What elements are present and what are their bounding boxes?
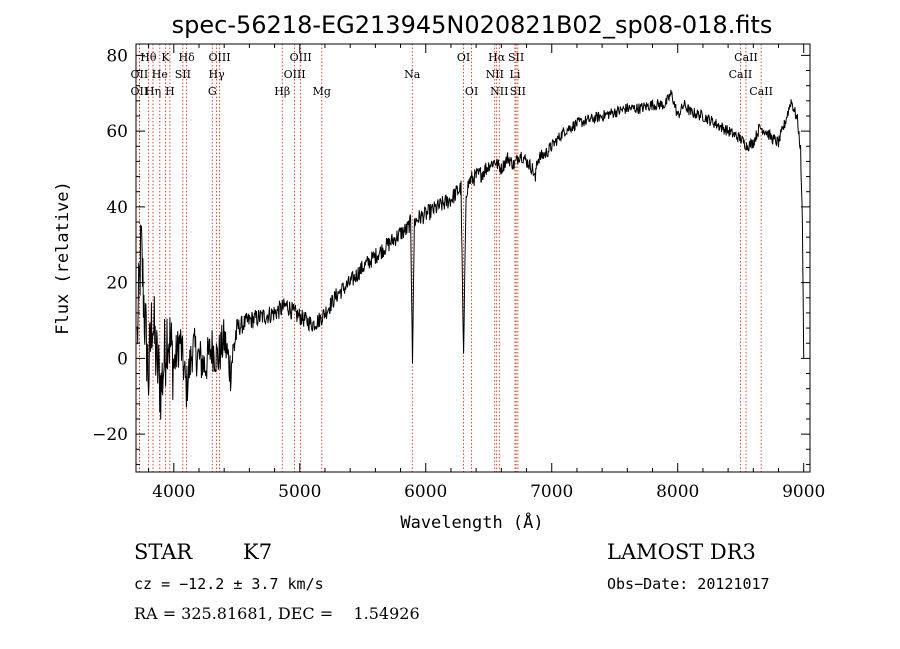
line-label-9: OIII xyxy=(208,51,230,64)
line-label-5: K xyxy=(161,51,170,64)
redshift-cz: cz = −12.2 ± 3.7 km/s xyxy=(134,575,324,593)
chart-title: spec-56218-EG213945N020821B02_sp08-018.f… xyxy=(172,11,773,39)
plot-frame xyxy=(135,43,811,473)
y-tick-label-0: −20 xyxy=(92,425,128,445)
y-axis-ticks: −20 0 20 40 60 80 xyxy=(92,46,810,465)
y-tick-label-1: 0 xyxy=(117,349,128,369)
line-label-0: Hθ xyxy=(140,51,157,64)
y-axis-label: Flux (relative) xyxy=(53,181,73,335)
y-tick-label-3: 40 xyxy=(106,198,128,218)
x-tick-label-8000: 8000 xyxy=(656,482,699,502)
line-label-17: OI xyxy=(457,51,470,64)
ra-dec: RA = 325.81681, DEC = 1.54926 xyxy=(134,604,420,623)
line-label-19: Hα xyxy=(488,51,506,64)
line-label-1: OII xyxy=(131,68,149,81)
line-label-7: H xyxy=(165,85,175,98)
line-label-6: SII xyxy=(175,68,191,81)
survey-name: LAMOST DR3 xyxy=(607,540,756,564)
line-label-24: SII xyxy=(510,85,526,98)
line-label-8: Hδ xyxy=(179,51,196,64)
y-tick-label-2: 20 xyxy=(106,274,128,294)
x-axis-label: Wavelength (Å) xyxy=(400,511,543,533)
line-label-11: G xyxy=(208,85,217,98)
line-label-21: NII xyxy=(490,85,508,98)
object-class: STAR xyxy=(134,540,193,564)
x-tick-label-9000: 9000 xyxy=(782,482,825,502)
line-label-25: CaII xyxy=(734,51,758,64)
line-label-20: NII xyxy=(486,68,504,81)
line-label-16: Na xyxy=(404,68,421,81)
observation-date: Obs−Date: 20121017 xyxy=(607,575,770,593)
x-tick-label-5000: 5000 xyxy=(278,482,321,502)
x-tick-label-7000: 7000 xyxy=(530,482,573,502)
line-label-26: CaII xyxy=(729,68,753,81)
y-tick-label-5: 80 xyxy=(106,46,128,66)
object-subclass: K7 xyxy=(243,540,272,564)
line-label-10: Hγ xyxy=(209,68,226,81)
line-label-27: CaII xyxy=(749,85,773,98)
emission-line-markers xyxy=(139,44,762,472)
line-label-23: Li xyxy=(510,68,521,81)
line-label-4: Hη xyxy=(145,85,161,98)
line-label-18: OI xyxy=(465,85,478,98)
line-label-13: OIII xyxy=(290,51,312,64)
line-label-12: Hβ xyxy=(274,85,290,98)
line-label-22: SII xyxy=(508,51,524,64)
x-tick-label-6000: 6000 xyxy=(404,482,447,502)
x-tick-label-4000: 4000 xyxy=(152,482,195,502)
line-label-14: OIII xyxy=(284,68,306,81)
line-label-15: Mg xyxy=(313,85,331,98)
x-axis-ticks: 4000 5000 6000 7000 8000 9000 xyxy=(148,44,825,502)
line-label-3: He xyxy=(152,68,168,81)
line-label-2: OII xyxy=(131,85,149,98)
spectrum-line xyxy=(136,89,805,420)
y-tick-label-4: 60 xyxy=(106,122,128,142)
